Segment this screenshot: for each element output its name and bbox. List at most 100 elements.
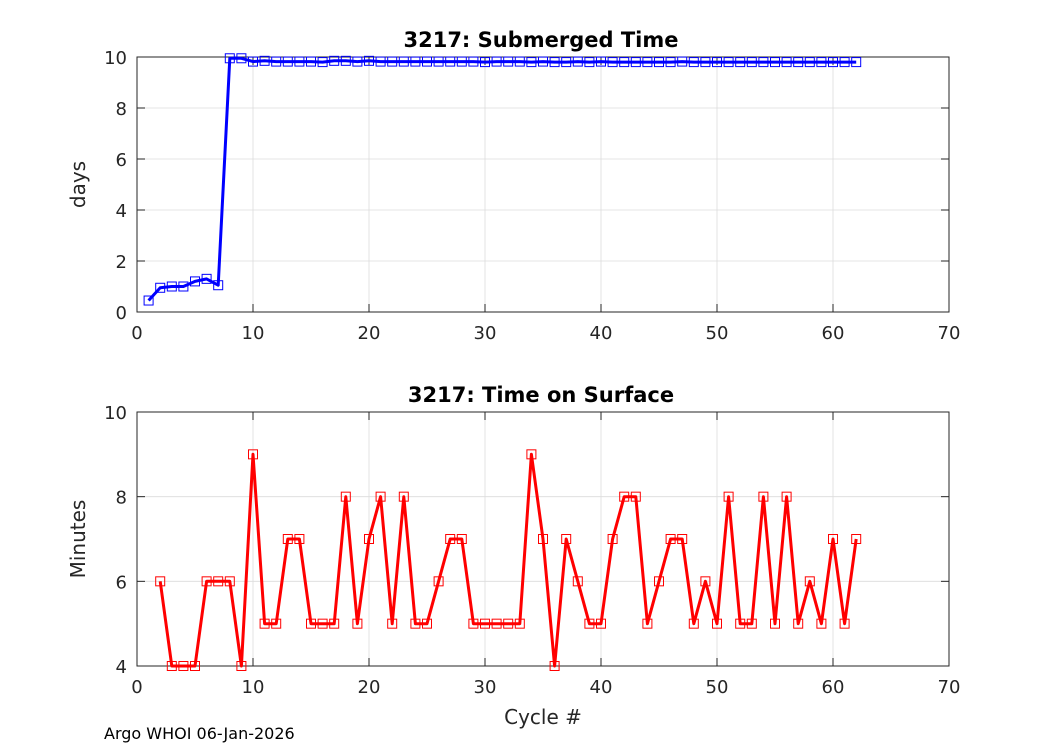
data-point-marker [642,57,653,68]
data-point-marker [282,56,293,67]
data-point-marker [282,534,293,544]
data-point-marker [839,618,850,629]
data-point-marker [375,491,386,502]
data-point-marker [630,57,641,68]
data-point-marker [746,618,757,629]
data-point-marker [294,534,305,544]
data-point-marker [793,618,804,629]
data-point-marker [781,57,792,68]
y-axis-label-1: days [66,161,90,208]
data-point-marker [584,618,595,629]
data-point-marker [445,56,456,67]
data-point-marker [329,55,340,66]
data-point-marker [700,57,711,68]
data-point-marker [433,576,444,587]
data-point-marker [526,449,537,460]
data-point-marker [561,57,572,68]
data-point-marker [677,534,688,544]
data-point-marker [538,534,548,544]
data-point-marker [445,534,456,544]
data-point-marker [758,57,769,68]
chart-title-2: 3217: Time on Surface [408,383,674,407]
data-point-marker [480,618,490,629]
y-tick-label: 6 [116,572,127,593]
data-point-marker [572,56,583,67]
data-point-marker [294,56,305,67]
data-point-marker [816,618,827,629]
y-axis-label-2: Minutes [66,500,90,579]
data-point-marker [248,449,258,460]
data-point-marker [735,618,746,629]
plot-area-1 [137,57,949,312]
y-tick-label: 2 [116,252,127,273]
data-point-marker [213,576,224,587]
data-point-marker [166,281,177,292]
y-tick-label: 10 [104,403,127,424]
data-point-marker [572,576,583,587]
data-point-marker [352,618,363,629]
y-tick-label: 8 [116,488,127,509]
data-point-marker [190,276,200,287]
data-point-marker [410,618,421,629]
data-point-marker [793,57,804,68]
x-axis-label: Cycle # [504,705,582,729]
data-point-marker [143,295,154,306]
data-point-marker [190,661,200,671]
data-point-marker [201,576,212,587]
chart-title-1: 3217: Submerged Time [403,28,678,52]
data-point-marker [828,57,838,68]
data-point-marker [201,273,212,284]
data-point-marker [352,56,363,67]
data-point-marker [503,618,514,629]
x-tick-label: 70 [938,323,961,344]
x-tick-label: 20 [358,323,381,344]
x-tick-label: 50 [706,677,729,698]
data-point-marker [178,281,189,292]
data-point-marker [677,56,688,67]
data-point-marker [422,56,432,67]
data-point-marker [468,56,479,67]
data-point-marker [236,661,247,671]
x-tick-label: 0 [131,323,142,344]
data-point-marker [619,491,630,502]
data-point-marker [549,661,560,671]
data-point-marker [851,57,862,68]
data-point-marker [549,57,560,68]
data-point-marker [398,56,409,67]
data-point-marker [781,491,792,502]
data-point-marker [387,618,398,629]
data-point-marker [468,618,479,629]
data-point-marker [398,491,409,502]
data-point-marker [480,57,490,68]
data-point-marker [213,280,224,291]
data-point-marker [317,57,328,68]
data-point-marker [259,55,270,66]
data-point-marker [433,56,444,67]
data-point-marker [596,618,606,629]
data-point-marker [688,618,699,629]
data-point-marker [364,534,374,544]
data-point-marker [538,56,548,67]
x-tick-label: 10 [242,677,265,698]
data-point-marker [340,491,351,502]
axes-frame-2 [136,411,950,667]
data-point-marker [514,618,525,629]
x-tick-label: 60 [822,677,845,698]
data-point-marker [619,57,630,68]
data-point-marker [224,576,235,587]
x-tick-label: 30 [474,323,497,344]
data-point-marker [770,57,780,68]
x-tick-label: 70 [938,677,961,698]
data-point-marker [584,57,595,68]
data-point-marker [735,57,746,68]
data-point-marker [340,55,351,66]
data-point-marker [503,56,514,67]
data-point-marker [688,57,699,68]
footer-credit: Argo WHOI 06-Jan-2026 [104,724,295,743]
data-point-marker [607,57,618,68]
data-point-marker [514,56,525,67]
data-point-marker [526,57,537,68]
data-point-marker [630,491,641,502]
data-point-marker [224,53,235,64]
